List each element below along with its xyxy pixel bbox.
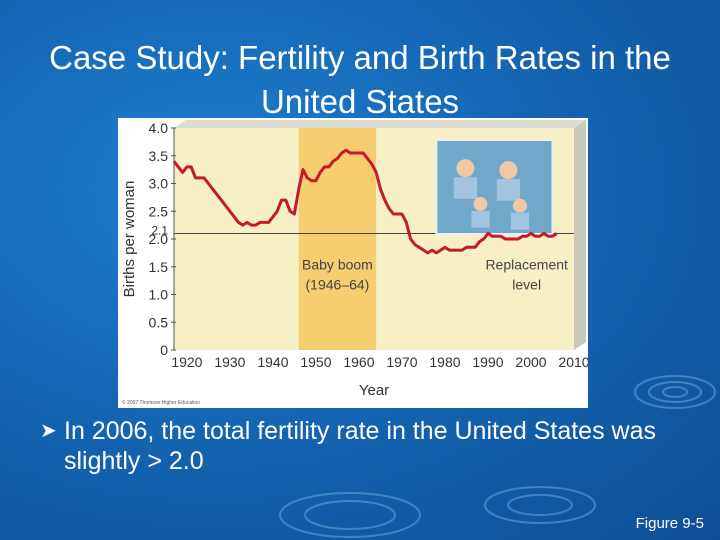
family-photo-figure xyxy=(473,196,488,211)
x-tick-label: 2010 xyxy=(558,354,588,370)
family-photo-figure xyxy=(456,159,475,178)
x-tick-label: 1970 xyxy=(386,354,417,370)
arrow-bullet-icon: ➤ xyxy=(40,420,57,442)
x-tick-label: 1980 xyxy=(429,354,460,370)
y-tick-label: 3.5 xyxy=(149,148,169,164)
y-tick-label-replacement: 2.1 xyxy=(151,223,168,237)
figure-label: Figure 9-5 xyxy=(635,515,704,532)
bullet-point: ➤ In 2006, the total fertility rate in t… xyxy=(40,416,700,476)
baby-boom-band xyxy=(298,128,377,350)
x-tick-label: 1940 xyxy=(257,354,288,370)
fertility-chart-svg: 0 0.5 1.0 1.5 2.0 2.5 3.0 3.5 4.0 2.1 1920 1930 1940… xyxy=(118,118,590,408)
fertility-chart: 0 0.5 1.0 1.5 2.0 2.5 3.0 3.5 4.0 2.1 1920 1930 1940… xyxy=(118,118,590,408)
y-tick-label: 1.5 xyxy=(149,259,169,275)
family-photo-figure xyxy=(512,198,527,213)
y-tick-label: 3.0 xyxy=(149,176,169,192)
bullet-text: In 2006, the total fertility rate in the… xyxy=(64,417,656,475)
x-tick-label: 1960 xyxy=(343,354,374,370)
x-tick-label: 1950 xyxy=(300,354,331,370)
y-tick-label: 1.0 xyxy=(149,287,169,303)
y-axis-title: Births per woman xyxy=(121,181,138,298)
plot-side-depth-panel xyxy=(574,120,586,350)
family-photo-figure xyxy=(453,177,478,199)
family-photo-figure xyxy=(499,161,518,180)
baby-boom-label: Baby boom xyxy=(302,257,373,273)
x-tick-label: 1990 xyxy=(472,354,503,370)
copyright-note: © 2007 Thomson Higher Education xyxy=(122,399,200,406)
x-tick-label: 2000 xyxy=(515,354,546,370)
y-tick-label: 0 xyxy=(160,342,168,358)
replacement-level-label: Replacement xyxy=(485,257,568,273)
y-tick-label: 2.0 xyxy=(149,231,169,247)
y-tick-label: 4.0 xyxy=(149,120,169,136)
family-photo-figure xyxy=(496,179,521,201)
slide-title: Case Study: Fertility and Birth Rates in… xyxy=(49,39,671,120)
plot-top-depth-panel xyxy=(174,120,586,128)
y-tick-label: 0.5 xyxy=(149,314,169,330)
family-photo-figure xyxy=(510,212,530,230)
baby-boom-label: (1946–64) xyxy=(306,277,370,293)
x-axis-title: Year xyxy=(359,382,389,399)
family-photo-figure xyxy=(471,210,490,228)
x-tick-label: 1920 xyxy=(171,354,202,370)
replacement-level-label: level xyxy=(512,277,541,293)
fertility-rate-line xyxy=(172,148,558,255)
x-tick-label: 1930 xyxy=(214,354,245,370)
y-tick-label: 2.5 xyxy=(149,203,169,219)
